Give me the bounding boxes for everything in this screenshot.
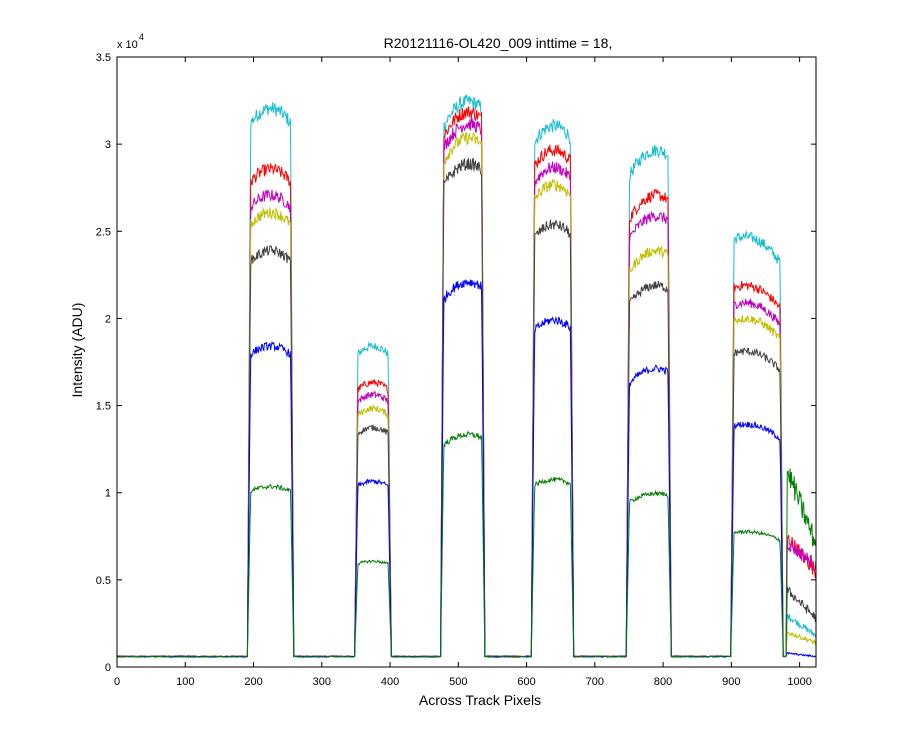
- y-exponent-power: 4: [139, 32, 144, 42]
- y-exponent-prefix: x 10: [117, 39, 138, 51]
- y-tick-label: 0: [105, 662, 111, 674]
- y-axis: 0 0.5 1 1.5 2 2.5 3 3.5: [96, 52, 816, 674]
- chart-title: R20121116-OL420_009 inttime = 18,: [384, 35, 613, 51]
- x-tick-label: 600: [517, 676, 535, 688]
- series-layer: [116, 94, 817, 658]
- plot-frame: [116, 56, 817, 668]
- y-tick-label: 3.5: [96, 52, 111, 64]
- x-tick-label: 200: [244, 676, 262, 688]
- x-tick-label: 400: [381, 676, 399, 688]
- x-tick-label: 700: [586, 676, 604, 688]
- y-tick-label: 1.5: [96, 401, 111, 413]
- x-axis: 0 100 200 300 400 500 600 700 800 900 1000: [114, 57, 812, 688]
- x-tick-label: 300: [313, 676, 331, 688]
- plot-background: [117, 57, 816, 667]
- x-tick-label: 100: [176, 676, 194, 688]
- x-tick-label: 500: [449, 676, 467, 688]
- series-line: [116, 278, 817, 658]
- y-tick-label: 2: [105, 313, 111, 325]
- x-axis-label: Across Track Pixels: [419, 692, 541, 708]
- y-tick-label: 3: [105, 139, 111, 151]
- y-tick-label: 1: [105, 488, 111, 500]
- y-axis-label: Intensity (ADU): [69, 303, 85, 398]
- x-tick-label: 900: [722, 676, 740, 688]
- x-tick-label: 0: [114, 676, 120, 688]
- x-tick-label: 1000: [787, 676, 811, 688]
- y-tick-label: 2.5: [96, 226, 111, 238]
- series-line: [116, 431, 817, 658]
- y-tick-label: 0.5: [96, 575, 111, 587]
- x-tick-label: 800: [654, 676, 672, 688]
